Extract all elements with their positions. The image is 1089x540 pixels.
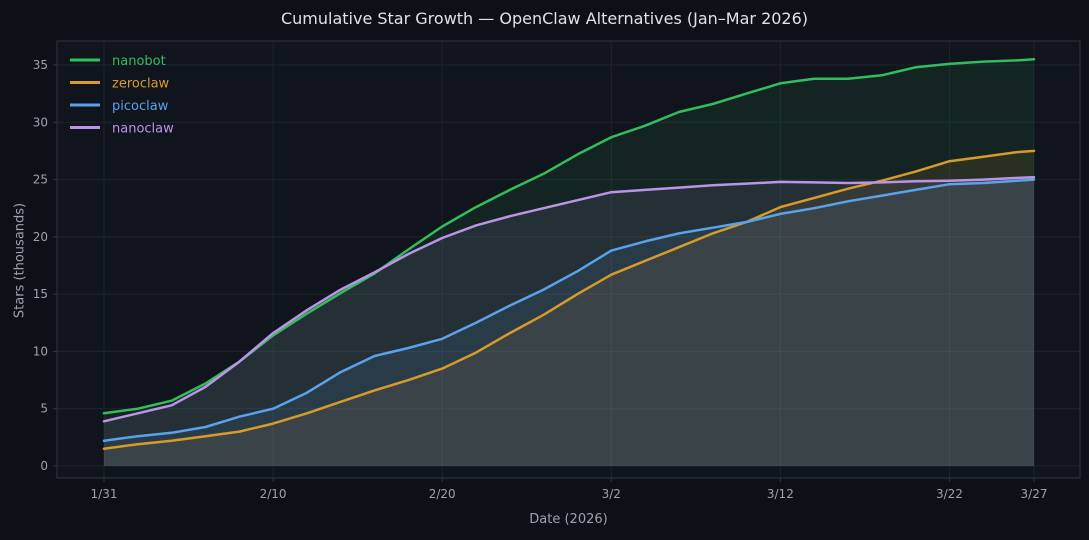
plot-area: [57, 41, 1080, 478]
legend-label-picoclaw: picoclaw: [112, 99, 169, 114]
y-tick-label: 5: [40, 402, 48, 416]
y-tick-label: 25: [33, 173, 48, 187]
x-tick-label: 2/20: [429, 487, 456, 501]
legend-label-nanobot: nanobot: [112, 54, 166, 69]
y-tick-label: 10: [33, 344, 48, 358]
line-zeroclaw: [102, 149, 1036, 451]
x-axis-label: Date (2026): [529, 512, 608, 527]
chart-title: Cumulative Star Growth — OpenClaw Altern…: [280, 9, 809, 28]
legend-label-nanoclaw: nanoclaw: [112, 122, 174, 137]
area-fill-zeroclaw: [104, 150, 1034, 466]
legend-label-zeroclaw: zeroclaw: [112, 77, 170, 92]
plot-border: [56, 40, 1081, 479]
y-tick-label: 0: [40, 459, 48, 473]
y-tick-label: 20: [33, 230, 48, 244]
y-tick-label: 35: [33, 58, 48, 72]
y-tick-label: 30: [33, 115, 48, 129]
x-tick-label: 3/27: [1021, 487, 1048, 501]
y-tick-label: 15: [33, 287, 48, 301]
x-tick-label: 3/2: [602, 487, 621, 501]
area-fill-picoclaw: [104, 179, 1034, 466]
x-tick-label: 2/10: [260, 487, 287, 501]
line-nanoclaw: [102, 176, 1036, 423]
area-fill-nanobot: [104, 59, 1034, 467]
area-fill-nanoclaw: [104, 177, 1034, 467]
x-tick-label: 3/22: [936, 487, 963, 501]
x-tick-label: 1/31: [91, 487, 118, 501]
line-picoclaw: [102, 178, 1036, 443]
x-tick-label: 3/12: [767, 487, 794, 501]
